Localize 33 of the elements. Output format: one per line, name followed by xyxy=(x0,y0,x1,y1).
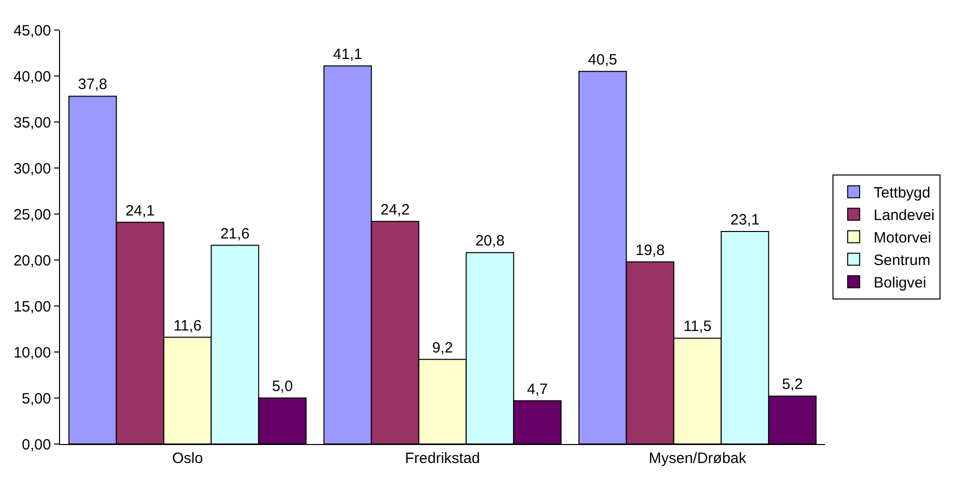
data-label: 24,1 xyxy=(125,202,155,220)
y-tick-label: 40,00 xyxy=(13,68,51,86)
data-label: 5,2 xyxy=(782,376,803,394)
y-tick-label: 35,00 xyxy=(13,114,51,132)
data-label: 40,5 xyxy=(588,51,618,68)
y-tick-label: 20,00 xyxy=(13,252,51,270)
data-label: 5,0 xyxy=(272,378,293,395)
data-label: 23,1 xyxy=(730,211,760,228)
legend-label: Landevei xyxy=(874,207,935,224)
legend-label: Sentrum xyxy=(874,252,930,270)
data-label: 9,2 xyxy=(432,339,453,356)
x-tick-label: Mysen/Drøbak xyxy=(648,450,747,467)
data-label: 37,8 xyxy=(78,76,108,94)
data-label: 11,5 xyxy=(683,318,712,336)
legend-label: Motorvei xyxy=(874,230,932,247)
y-tick-label: 25,00 xyxy=(13,206,51,224)
x-tick-label: Oslo xyxy=(172,450,203,467)
y-tick-label: 15,00 xyxy=(13,298,51,316)
data-label: 24,2 xyxy=(380,201,410,218)
legend-label: Tettbygd xyxy=(874,184,930,202)
y-tick-label: 0,00 xyxy=(22,436,51,454)
data-label: 19,8 xyxy=(635,242,665,259)
y-tick-label: 30,00 xyxy=(13,160,51,178)
legend-label: Boligvei xyxy=(874,274,926,292)
y-tick-label: 45,00 xyxy=(13,22,51,40)
data-label: 20,8 xyxy=(475,232,505,250)
y-tick-label: 5,00 xyxy=(22,390,51,408)
data-label: 41,1 xyxy=(333,46,362,63)
y-tick-label: 10,00 xyxy=(13,344,51,362)
x-tick-label: Fredrikstad xyxy=(404,450,480,467)
data-label: 4,7 xyxy=(526,380,548,398)
data-label: 11,6 xyxy=(173,317,202,334)
data-label: 21,6 xyxy=(220,225,250,242)
